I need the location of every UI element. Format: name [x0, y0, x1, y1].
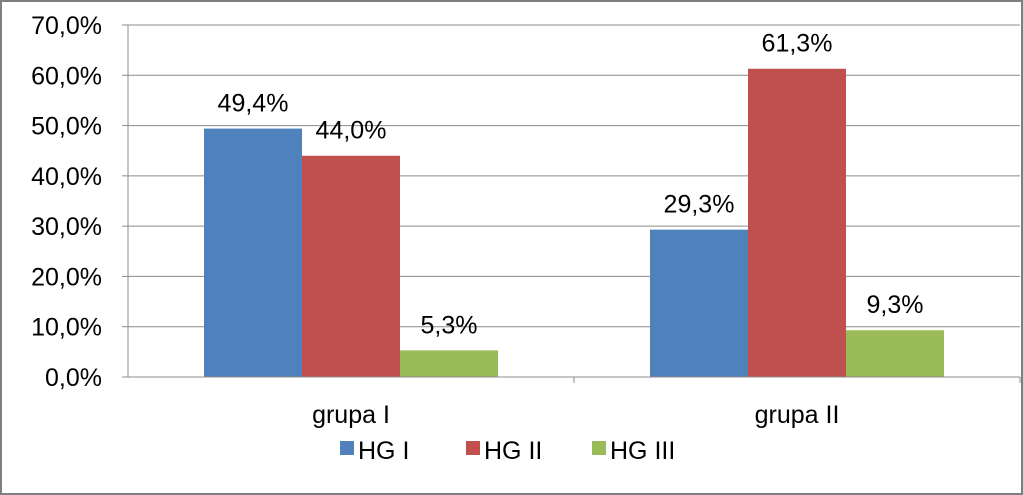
- legend-swatch: [592, 441, 606, 455]
- bar-hg-i: [204, 128, 302, 377]
- bars: [204, 68, 944, 378]
- data-label: 29,3%: [664, 191, 735, 219]
- bar-hg-ii: [302, 155, 400, 377]
- category-label: grupa II: [755, 401, 840, 429]
- category-label: grupa I: [312, 401, 390, 429]
- data-label: 49,4%: [218, 90, 289, 118]
- legend-label: HG I: [358, 437, 409, 465]
- y-tick-label: 50,0%: [31, 113, 102, 141]
- bar-hg-iii: [400, 350, 498, 377]
- data-label: 44,0%: [316, 117, 387, 145]
- y-tick-label: 40,0%: [31, 163, 102, 191]
- y-tick-label: 10,0%: [31, 314, 102, 342]
- legend-swatch: [466, 441, 480, 455]
- legend-label: HG II: [484, 437, 542, 465]
- y-tick-label: 0,0%: [45, 364, 102, 392]
- y-tick-label: 20,0%: [31, 263, 102, 291]
- y-tick-label: 30,0%: [31, 213, 102, 241]
- data-labels: 49,4% 44,0% 5,3% 29,3% 61,3% 9,3%: [218, 30, 924, 340]
- data-label: 5,3%: [421, 311, 478, 339]
- bar-hg-i: [650, 229, 748, 377]
- category-labels: grupa I grupa II: [312, 401, 839, 429]
- bar-hg-ii: [748, 68, 846, 378]
- y-axis-tick-labels: 0,0% 10,0% 20,0% 30,0% 40,0% 50,0% 60,0% 70,0%: [31, 12, 102, 392]
- legend: HG I HG II HG III: [340, 437, 675, 465]
- bar-hg-iii: [846, 330, 944, 377]
- data-label: 9,3%: [867, 291, 924, 319]
- legend-swatch: [340, 441, 354, 455]
- data-label: 61,3%: [762, 30, 833, 58]
- axes: [122, 24, 1021, 383]
- y-tick-label: 60,0%: [31, 62, 102, 90]
- legend-label: HG III: [610, 437, 675, 465]
- y-tick-label: 70,0%: [31, 12, 102, 40]
